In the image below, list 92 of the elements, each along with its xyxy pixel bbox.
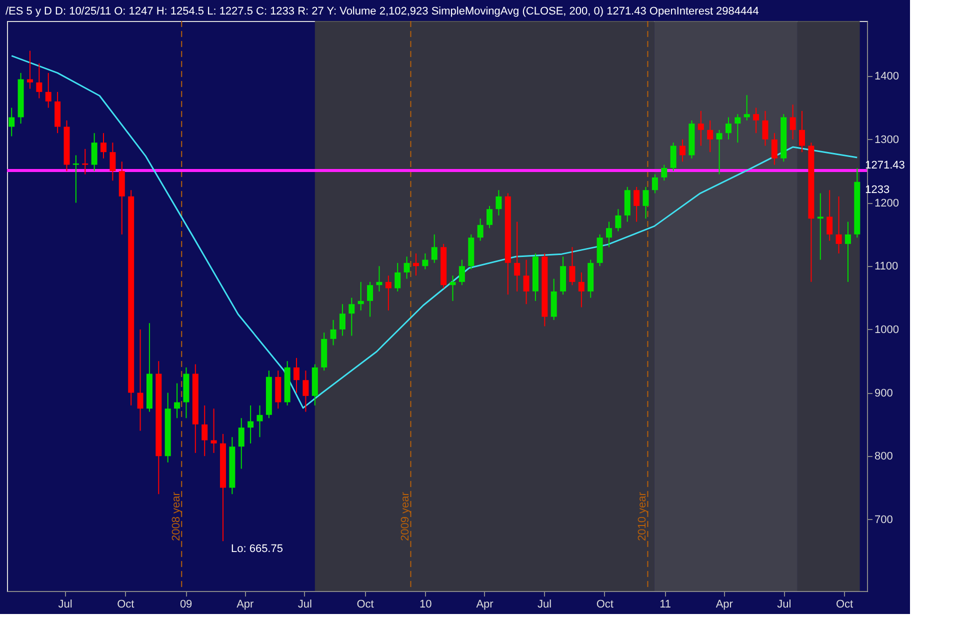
candlestick — [817, 192, 824, 260]
candlestick — [422, 252, 428, 270]
candlestick — [256, 404, 263, 438]
candlestick — [302, 370, 309, 412]
x-tick-label: Apr — [716, 598, 734, 610]
y-tick-label: 1400 — [874, 70, 899, 83]
candlestick — [385, 275, 392, 311]
x-tick-label: 10 — [420, 598, 432, 610]
candlestick — [431, 234, 438, 264]
candlestick — [670, 142, 676, 172]
candlestick — [330, 319, 336, 346]
candlestick — [367, 281, 374, 318]
x-tick-label: Jul — [537, 598, 552, 610]
candlestick — [744, 94, 750, 121]
candlestick — [82, 148, 88, 175]
candlestick — [412, 252, 419, 276]
annotation: Lo: 665.75 — [230, 543, 283, 556]
candlestick — [836, 196, 842, 254]
line-series — [10, 55, 858, 409]
candlestick — [634, 186, 640, 222]
candlestick — [137, 328, 144, 432]
x-tick-label: 11 — [660, 598, 672, 610]
ref-line-label: 2008 year — [170, 492, 183, 541]
candlestick — [799, 110, 806, 153]
y-tick-label: 1100 — [874, 260, 898, 273]
candlestick — [210, 408, 217, 454]
candlestick — [771, 132, 778, 166]
candlestick — [844, 221, 851, 282]
annotation: 1233 — [865, 184, 890, 196]
y-tick-label: 1200 — [874, 197, 899, 210]
candlestick — [72, 154, 79, 204]
candlestick — [486, 205, 493, 229]
candlestick — [248, 404, 254, 444]
annotation: 1271.43 — [865, 160, 905, 172]
x-tick-label: Oct — [836, 598, 854, 610]
y-tick-label: 900 — [874, 387, 893, 400]
y-tick-label: 800 — [874, 450, 893, 463]
candlestick — [753, 107, 760, 134]
candlestick — [294, 357, 300, 394]
x-tick-label: Apr — [476, 598, 494, 610]
candlestick — [348, 297, 355, 336]
candlestick — [615, 208, 622, 232]
candlestick — [762, 110, 768, 146]
x-tick-label: Jul — [58, 598, 72, 610]
candlestick — [826, 190, 833, 242]
candlestick — [91, 132, 98, 172]
x-tick-label: Oct — [356, 598, 374, 610]
candlestick — [707, 120, 714, 153]
candlestick — [642, 186, 649, 220]
ref-line-label: 2010 year — [636, 492, 649, 541]
candlestick — [716, 129, 722, 175]
candlestick — [450, 275, 456, 302]
candlestick — [661, 164, 668, 182]
x-tick-label: Apr — [236, 598, 254, 610]
candlestick — [202, 404, 208, 457]
candlestick — [376, 266, 382, 292]
candlestick — [26, 50, 33, 90]
candlestick — [606, 221, 612, 248]
candlestick — [578, 272, 584, 308]
candlestick — [8, 107, 15, 137]
y-tick-label: 700 — [874, 514, 893, 526]
candlestick — [339, 304, 346, 336]
candlestick — [514, 221, 520, 292]
candlestick — [238, 418, 244, 470]
candlestick — [477, 218, 484, 242]
chart-title: /ES 5 y D D: 10/25/11 O: 1247 H: 1254.5 L: 1227.5 C: 1233 R: 27 Y: Volume 2,102,923 SimpleMovingAvg (CLOSE, 200, 0) 1271.43 OpenInterest 2984444 — [6, 6, 759, 18]
candlestick — [36, 62, 42, 99]
candlestick — [725, 116, 732, 140]
candlestick — [734, 114, 741, 144]
candlestick — [394, 262, 401, 292]
candlestick — [458, 259, 465, 286]
candlestick — [523, 259, 530, 305]
x-tick-label: Oct — [596, 598, 614, 610]
x-tick-label: Oct — [117, 598, 134, 610]
candlestick — [569, 246, 576, 286]
candlestick — [680, 138, 686, 162]
candlestick — [790, 104, 796, 140]
candlestick — [45, 72, 52, 108]
y-tick-label: 1000 — [874, 324, 899, 336]
candlestick — [358, 281, 364, 311]
x-tick-label: 09 — [180, 598, 192, 610]
candlestick — [496, 190, 502, 216]
candlestick — [110, 142, 116, 182]
y-tick-label: 1300 — [874, 134, 899, 146]
x-tick-label: Jul — [777, 598, 792, 610]
candlestick — [404, 256, 410, 280]
candlestick — [652, 174, 658, 194]
x-tick-label: Jul — [298, 598, 312, 610]
ref-line-label: 2009 year — [400, 492, 412, 541]
candlestick — [100, 132, 107, 159]
candlestick — [698, 110, 704, 146]
candlestick — [174, 382, 180, 419]
